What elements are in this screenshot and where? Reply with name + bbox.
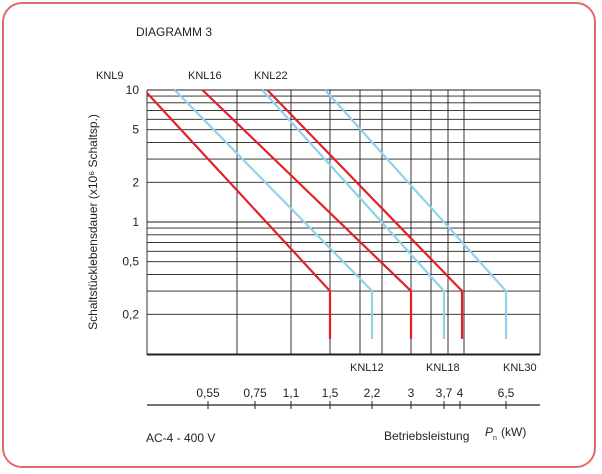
x-axis-label: Betriebsleistung bbox=[384, 429, 469, 443]
y-tick-label: 10 bbox=[126, 83, 140, 97]
x-axis-subscript: n bbox=[493, 435, 497, 442]
x-tick-label: 0,55 bbox=[196, 386, 220, 400]
series-knl9 bbox=[146, 92, 332, 339]
x-tick-label: 3 bbox=[408, 386, 415, 400]
series-knl12 bbox=[173, 89, 374, 339]
series-knl22 bbox=[266, 89, 464, 339]
chart-subtitle: AC-4 - 400 V bbox=[146, 431, 215, 445]
series-label-knl16: KNL16 bbox=[188, 70, 222, 82]
chart-title: DIAGRAMM 3 bbox=[136, 25, 212, 39]
x-tick-label: 6,5 bbox=[498, 386, 515, 400]
labels: DIAGRAMM 3 AC-4 - 400 V 10 5 2 1 0,5 0,2 Schalts… bbox=[86, 25, 540, 445]
y-tick-label: 1 bbox=[132, 215, 139, 229]
series-label-knl18: KNL18 bbox=[426, 362, 460, 374]
series-label-knl9: KNL9 bbox=[96, 70, 124, 82]
series-label-knl22: KNL22 bbox=[254, 70, 288, 82]
series-label-knl12: KNL12 bbox=[350, 362, 384, 374]
x-tick-label: 1,5 bbox=[322, 386, 339, 400]
y-tick-label: 5 bbox=[132, 123, 139, 137]
x-tick-label: 4 bbox=[457, 386, 464, 400]
x-tick-label: 2,2 bbox=[364, 386, 381, 400]
x-axis-symbol: P bbox=[485, 425, 493, 439]
y-tick-label: 0,2 bbox=[122, 307, 139, 321]
curves bbox=[146, 89, 508, 339]
x-tick-label: 0,75 bbox=[243, 386, 267, 400]
series-knl18 bbox=[261, 89, 446, 339]
y-tick-label: 2 bbox=[132, 175, 139, 189]
x-tick-label: 3,7 bbox=[436, 386, 453, 400]
series-knl30 bbox=[324, 89, 508, 339]
x-axis-unit: (kW) bbox=[501, 425, 526, 439]
y-axis-label: Schaltstücklebensdauer (x10⁶ Schaltsp.) bbox=[86, 114, 100, 330]
series-knl16 bbox=[201, 89, 413, 339]
y-tick-label: 0,5 bbox=[122, 255, 139, 269]
grid bbox=[146, 89, 541, 356]
x-tick-label: 1,1 bbox=[283, 386, 300, 400]
series-label-knl30: KNL30 bbox=[503, 362, 537, 374]
